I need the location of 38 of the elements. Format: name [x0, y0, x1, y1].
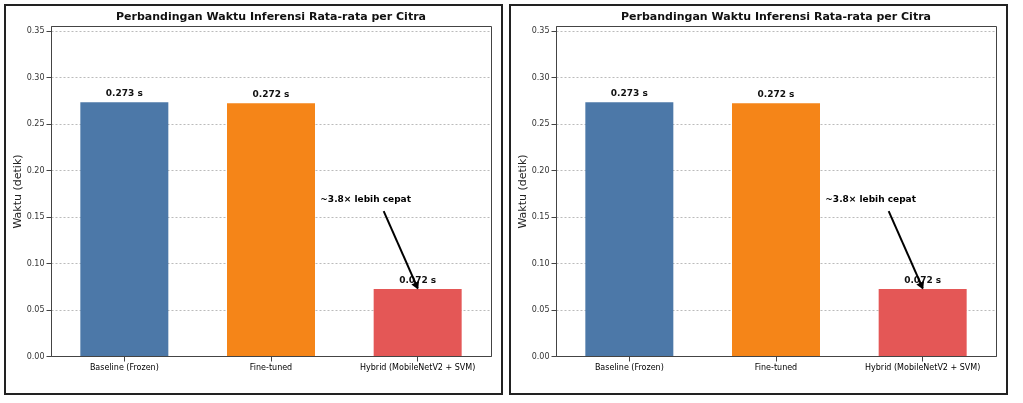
annotation: ~3.8× lebih cepat — [825, 194, 917, 205]
annotation: ~3.8× lebih cepat — [320, 194, 412, 205]
y-tick-label: 0.05 — [26, 305, 45, 315]
y-tick-label: 0.20 — [531, 165, 550, 175]
bar — [585, 102, 674, 356]
bar — [227, 103, 315, 356]
x-tick-label: Baseline (Frozen) — [89, 362, 159, 372]
y-axis-title: Waktu (detik) — [515, 154, 529, 229]
y-axis-title: Waktu (detik) — [10, 154, 24, 229]
x-tick-label: Baseline (Frozen) — [594, 362, 664, 372]
y-tick-label: 0.35 — [26, 26, 45, 36]
x-tick-label: Hybrid (MobileNetV2 + SVM) — [360, 362, 476, 372]
x-tick-label: Fine-tuned — [249, 362, 293, 372]
chart-title: Perbandingan Waktu Inferensi Rata-rata per Citra — [116, 10, 426, 23]
y-tick-label: 0.30 — [531, 72, 550, 82]
x-tick-label: Hybrid (MobileNetV2 + SVM) — [865, 362, 981, 372]
data-label: 0.273 s — [105, 88, 143, 99]
y-tick-label: 0.00 — [26, 351, 45, 361]
y-tick-label: 0.00 — [531, 351, 550, 361]
y-tick-label: 0.35 — [531, 26, 550, 36]
bar — [80, 102, 169, 356]
data-label: 0.272 s — [757, 89, 795, 100]
y-tick-label: 0.30 — [26, 72, 45, 82]
bar — [373, 289, 462, 356]
bar — [732, 103, 820, 356]
y-tick-label: 0.15 — [26, 212, 45, 222]
data-label: 0.273 s — [610, 88, 648, 99]
y-tick-label: 0.15 — [531, 212, 550, 222]
y-tick-label: 0.20 — [26, 165, 45, 175]
y-tick-label: 0.25 — [531, 119, 550, 129]
x-tick-label: Fine-tuned — [754, 362, 798, 372]
data-label: 0.272 s — [252, 89, 290, 100]
y-tick-label: 0.25 — [26, 119, 45, 129]
y-tick-label: 0.10 — [531, 258, 550, 268]
chart-title: Perbandingan Waktu Inferensi Rata-rata per Citra — [621, 10, 931, 23]
bar — [878, 289, 967, 356]
y-tick-label: 0.10 — [26, 258, 45, 268]
y-tick-label: 0.05 — [531, 305, 550, 315]
